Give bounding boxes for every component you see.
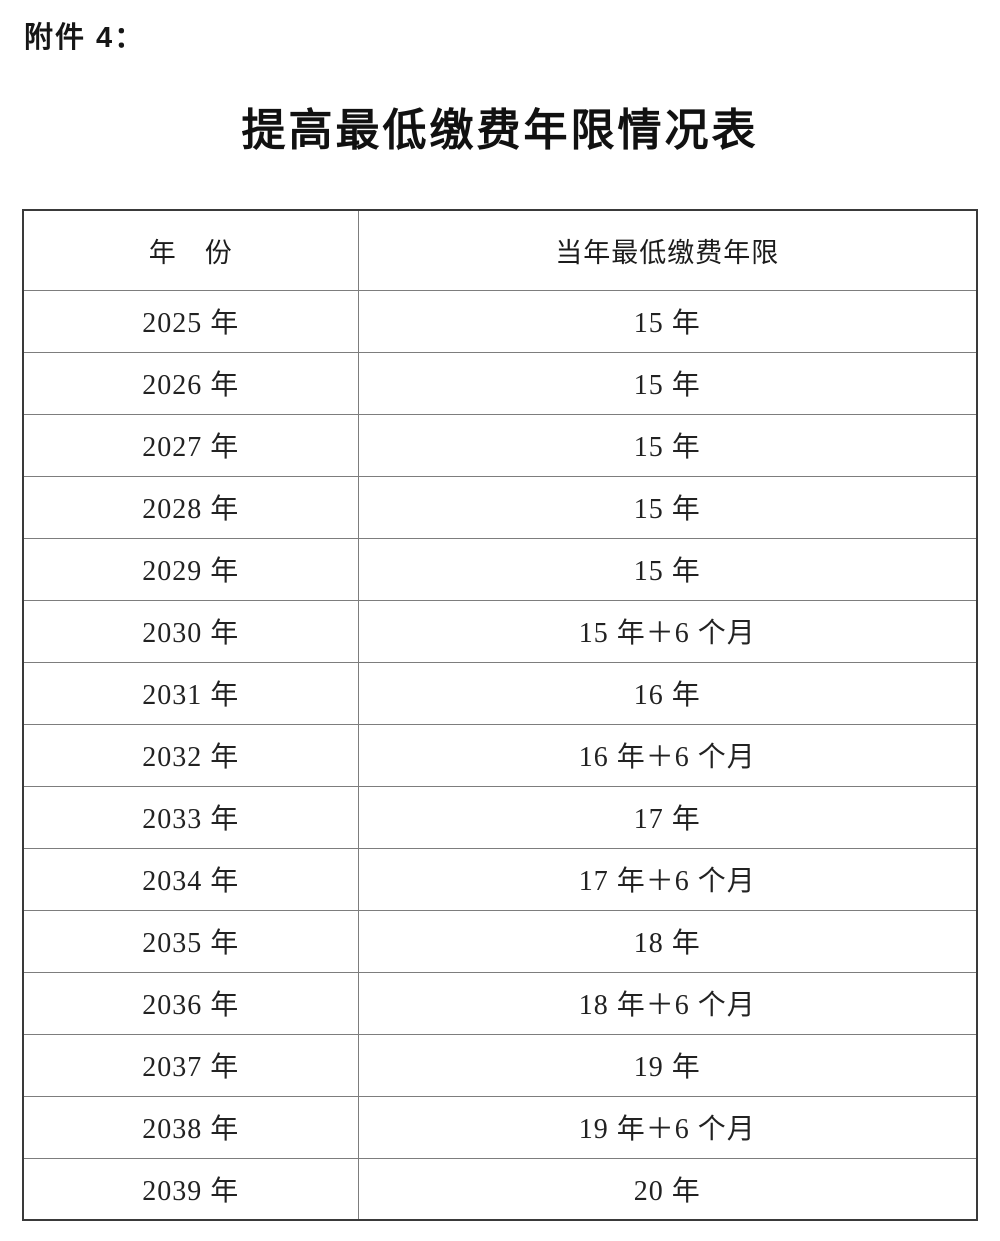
- table-row: 2031 年 16 年: [22, 661, 978, 725]
- table-row: 2030 年 15 年＋6 个月: [22, 599, 978, 663]
- value-cell: 15 年: [357, 413, 978, 477]
- year-cell: 2029 年: [22, 537, 359, 601]
- table-row: 2026 年 15 年: [22, 351, 978, 415]
- table-row: 2036 年 18 年＋6 个月: [22, 971, 978, 1035]
- value-cell: 16 年＋6 个月: [357, 723, 978, 787]
- table-row: 2028 年 15 年: [22, 475, 978, 539]
- year-cell: 2036 年: [22, 971, 359, 1035]
- year-cell: 2032 年: [22, 723, 359, 787]
- value-cell: 15 年: [357, 289, 978, 353]
- value-cell: 17 年: [357, 785, 978, 849]
- value-cell: 18 年＋6 个月: [357, 971, 978, 1035]
- table-row: 2038 年 19 年＋6 个月: [22, 1095, 978, 1159]
- year-cell: 2031 年: [22, 661, 359, 725]
- year-cell: 2027 年: [22, 413, 359, 477]
- year-cell: 2033 年: [22, 785, 359, 849]
- table-row: 2039 年 20 年: [22, 1157, 978, 1221]
- column-header-year: 年 份: [22, 209, 359, 291]
- year-cell: 2030 年: [22, 599, 359, 663]
- value-cell: 18 年: [357, 909, 978, 973]
- value-cell: 16 年: [357, 661, 978, 725]
- year-cell: 2038 年: [22, 1095, 359, 1159]
- value-cell: 19 年: [357, 1033, 978, 1097]
- column-header-min-years: 当年最低缴费年限: [357, 209, 978, 291]
- value-cell: 15 年: [357, 475, 978, 539]
- year-cell: 2026 年: [22, 351, 359, 415]
- attachment-label: 附件 4：: [24, 22, 146, 54]
- value-cell: 17 年＋6 个月: [357, 847, 978, 911]
- value-cell: 15 年＋6 个月: [357, 599, 978, 663]
- table-header-row: 年 份 当年最低缴费年限: [22, 209, 978, 291]
- year-cell: 2028 年: [22, 475, 359, 539]
- table-row: 2025 年 15 年: [22, 289, 978, 353]
- page-title: 提高最低缴费年限情况表: [241, 106, 759, 155]
- min-contribution-years-table: 年 份 当年最低缴费年限 2025 年 15 年 2026 年 15 年 202…: [22, 209, 978, 1221]
- year-cell: 2034 年: [22, 847, 359, 911]
- year-cell: 2025 年: [22, 289, 359, 353]
- table-row: 2037 年 19 年: [22, 1033, 978, 1097]
- year-cell: 2039 年: [22, 1157, 359, 1221]
- table-row: 2027 年 15 年: [22, 413, 978, 477]
- table-row: 2033 年 17 年: [22, 785, 978, 849]
- value-cell: 20 年: [357, 1157, 978, 1221]
- value-cell: 15 年: [357, 351, 978, 415]
- value-cell: 15 年: [357, 537, 978, 601]
- table-row: 2032 年 16 年＋6 个月: [22, 723, 978, 787]
- year-cell: 2037 年: [22, 1033, 359, 1097]
- table-row: 2029 年 15 年: [22, 537, 978, 601]
- value-cell: 19 年＋6 个月: [357, 1095, 978, 1159]
- table-row: 2034 年 17 年＋6 个月: [22, 847, 978, 911]
- table-row: 2035 年 18 年: [22, 909, 978, 973]
- year-cell: 2035 年: [22, 909, 359, 973]
